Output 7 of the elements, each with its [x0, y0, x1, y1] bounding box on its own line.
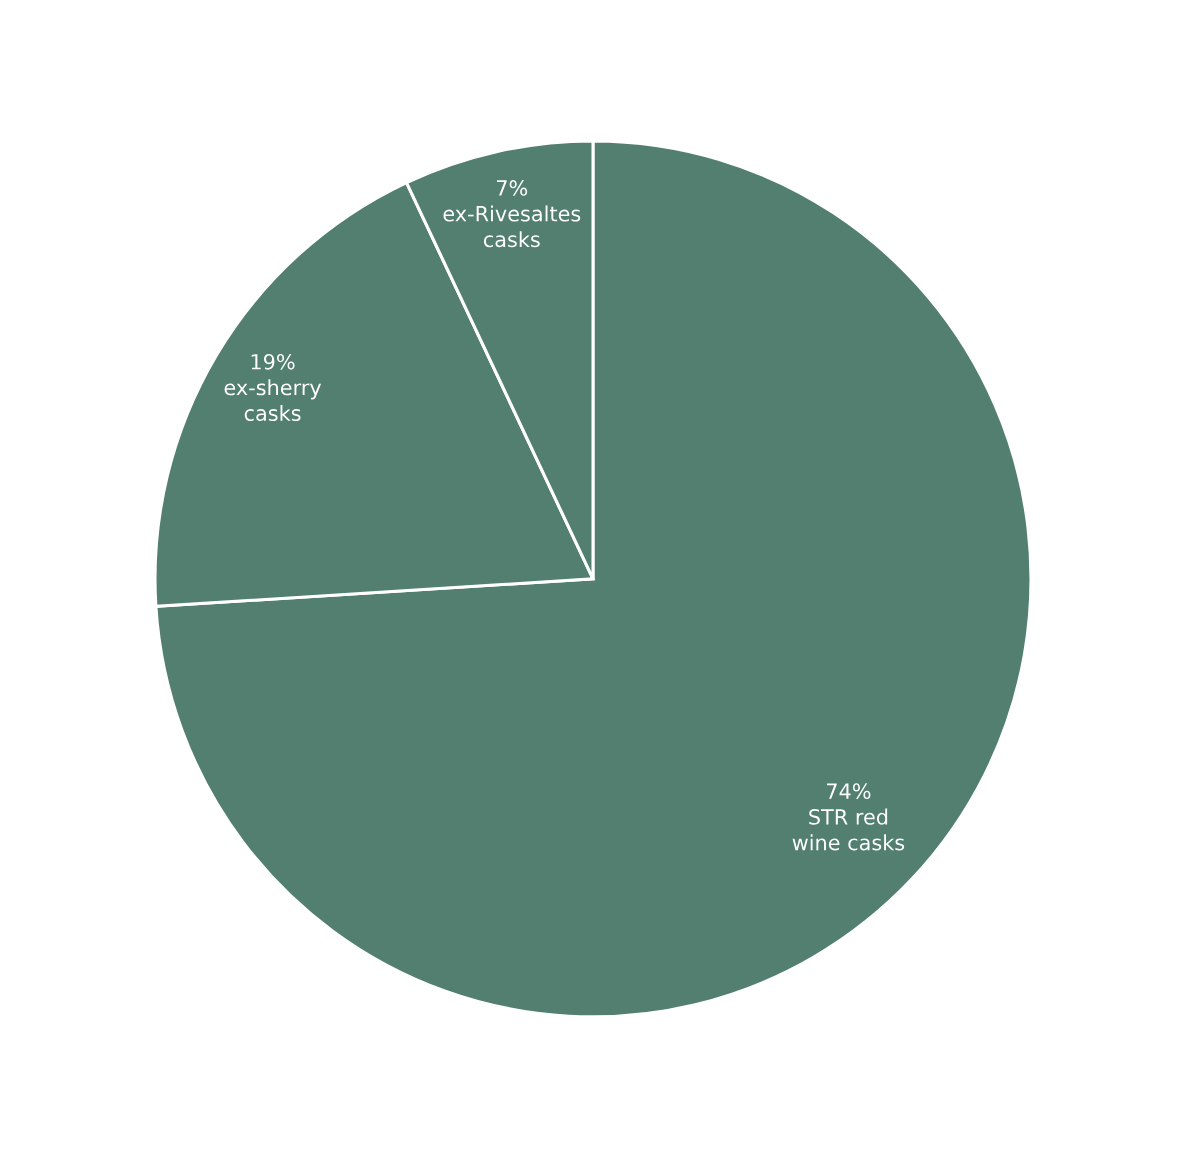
data-label: 74% — [826, 783, 871, 800]
slice-label: STR red wine casks — [792, 808, 905, 851]
data-label: 19% — [251, 353, 295, 370]
slice-label: ex-Rivesaltes casks — [443, 205, 581, 248]
data-label: 7% — [496, 180, 528, 196]
slice-label: ex-sherry casks — [224, 379, 322, 422]
pie-slice — [154, 139, 1033, 1019]
